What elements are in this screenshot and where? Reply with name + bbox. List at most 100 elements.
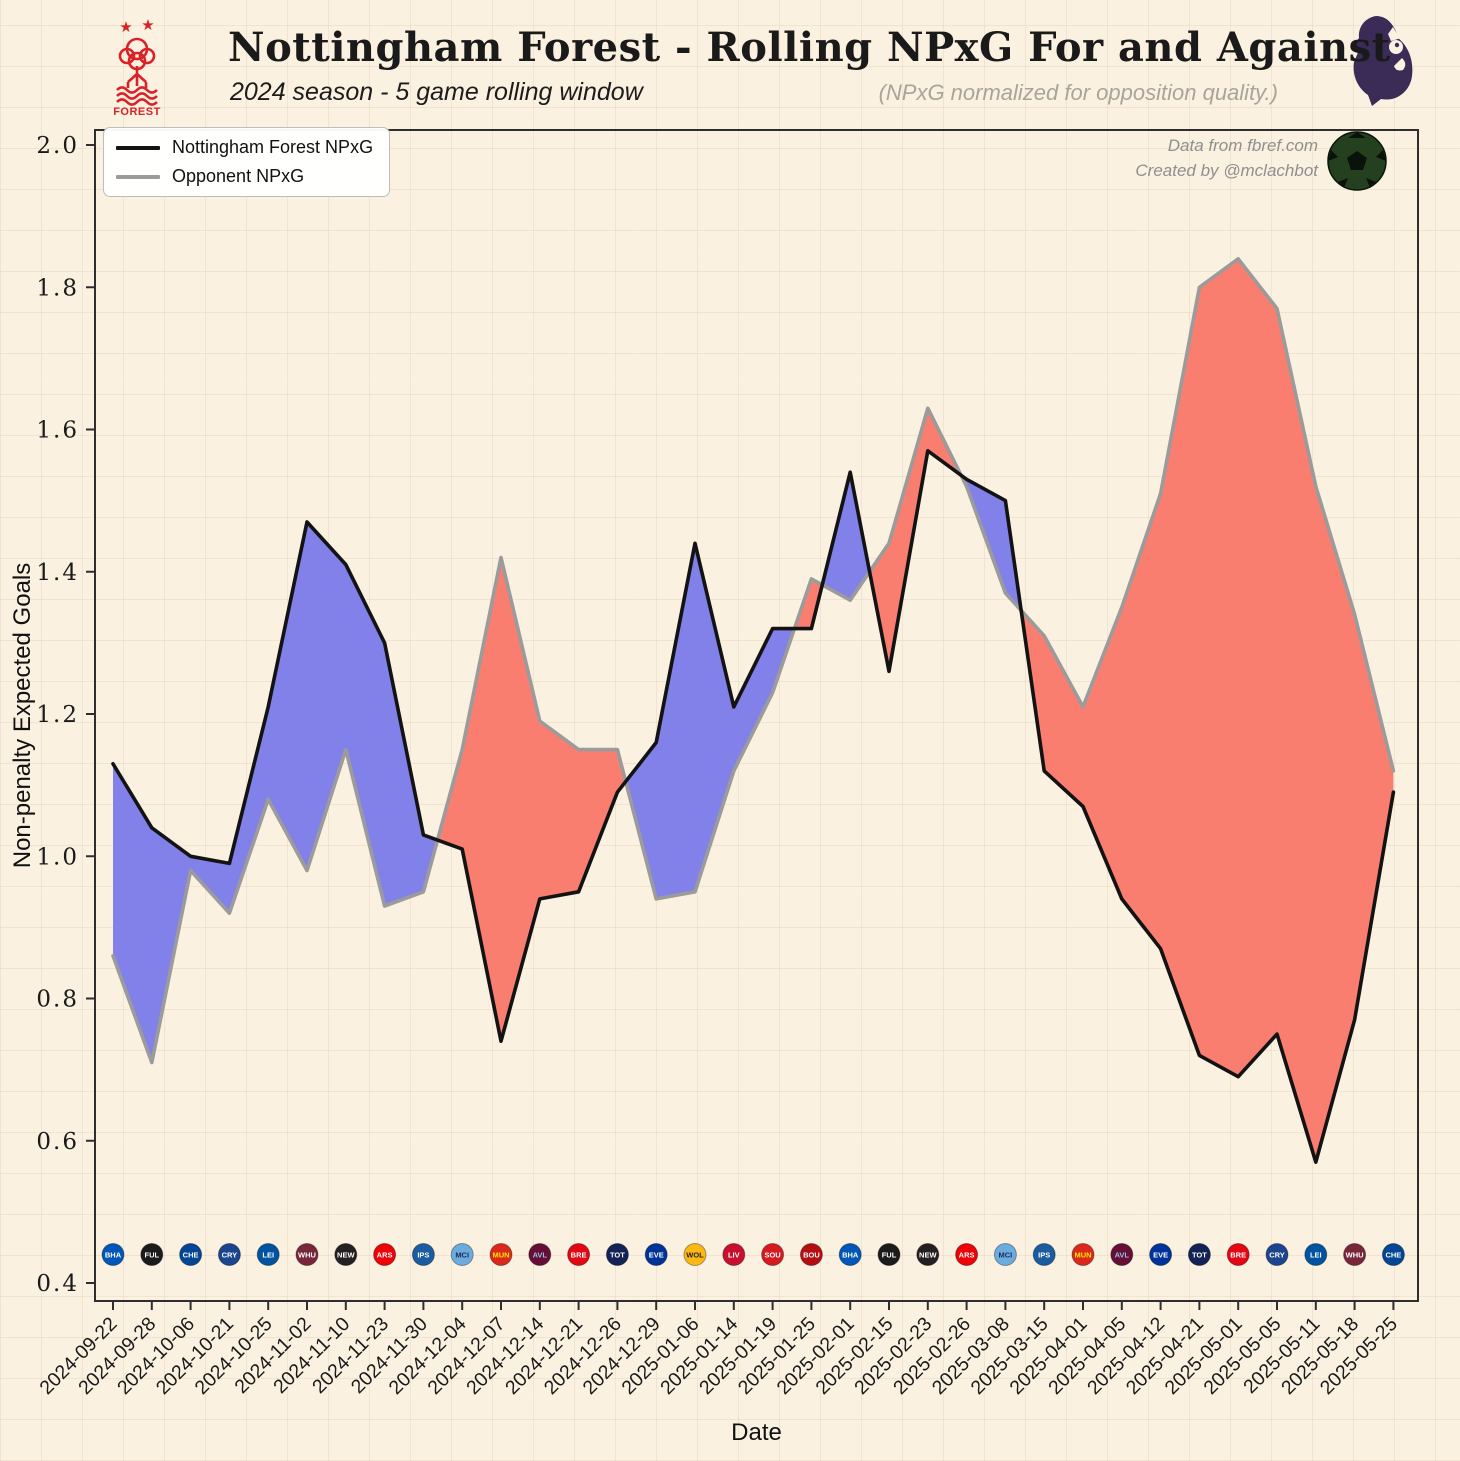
opponent-logo-ful: FUL bbox=[140, 1243, 164, 1267]
page-subtitle: 2024 season - 5 game rolling window bbox=[230, 78, 643, 106]
legend-item-0: Nottingham Forest NPxG bbox=[116, 137, 373, 158]
svg-text:FUL: FUL bbox=[145, 1251, 160, 1260]
opponent-logo-liv: LIV bbox=[722, 1243, 746, 1267]
svg-text:AVL: AVL bbox=[533, 1251, 548, 1260]
opponent-logo-tot: TOT bbox=[605, 1243, 629, 1267]
area-opponent-above bbox=[869, 408, 962, 672]
svg-text:BRE: BRE bbox=[571, 1251, 587, 1260]
crest-wordmark: FOREST bbox=[113, 106, 161, 118]
svg-text:SOU: SOU bbox=[764, 1251, 780, 1260]
opponent-logo-bha: BHA bbox=[101, 1243, 125, 1267]
y-tick-label: 2.0 bbox=[36, 133, 79, 159]
opponent-logo-eve: EVE bbox=[1149, 1243, 1173, 1267]
y-tick-label: 0.8 bbox=[36, 987, 79, 1013]
opponent-logo-bre: BRE bbox=[1226, 1243, 1250, 1267]
opponent-logo-bha: BHA bbox=[838, 1243, 862, 1267]
opponent-logo-cry: CRY bbox=[1265, 1243, 1289, 1267]
y-tick-label: 1.2 bbox=[36, 702, 79, 728]
svg-text:CRY: CRY bbox=[1269, 1251, 1285, 1260]
forest-npxg-line bbox=[111, 448, 1396, 1164]
opponent-logo-ips: IPS bbox=[411, 1243, 435, 1267]
area-opponent-above bbox=[794, 578, 823, 629]
svg-text:NEW: NEW bbox=[337, 1251, 355, 1260]
opponent-logo-eve: EVE bbox=[644, 1243, 668, 1267]
area-opponent-above bbox=[437, 557, 626, 1042]
svg-text:BHA: BHA bbox=[105, 1251, 122, 1260]
attribution-line-2: Created by @mclachbot bbox=[1135, 161, 1318, 180]
premier-league-lion-icon bbox=[1353, 16, 1413, 106]
legend-label: Opponent NPxG bbox=[172, 166, 305, 186]
svg-text:NEW: NEW bbox=[919, 1251, 937, 1260]
opponent-logo-che: CHE bbox=[179, 1243, 203, 1267]
svg-text:WOL: WOL bbox=[686, 1251, 704, 1260]
svg-text:MUN: MUN bbox=[1074, 1251, 1091, 1260]
opponent-logo-sou: SOU bbox=[761, 1243, 785, 1267]
svg-text:MCI: MCI bbox=[455, 1251, 469, 1260]
opponent-logo-whu: WHU bbox=[1343, 1243, 1367, 1267]
y-tick-label: 1.4 bbox=[36, 560, 79, 586]
opponent-logo-che: CHE bbox=[1381, 1243, 1405, 1267]
x-axis-label: Date bbox=[731, 1419, 782, 1446]
y-tick-label: 1.0 bbox=[36, 844, 79, 870]
crest-star-icon: ★ bbox=[119, 19, 132, 36]
page-title: Nottingham Forest - Rolling NPxG For and… bbox=[228, 24, 1391, 71]
normalization-note: (NPxG normalized for opposition quality.… bbox=[878, 80, 1278, 105]
opponent-logo-new: NEW bbox=[334, 1243, 358, 1267]
area-forest-above bbox=[625, 543, 795, 899]
legend-line-sample bbox=[116, 174, 160, 179]
nottingham-forest-crest: ★ ★ FOREST bbox=[113, 17, 161, 118]
legend-item-1: Opponent NPxG bbox=[116, 166, 373, 187]
opponent-logo-mun: MUN bbox=[1071, 1243, 1095, 1267]
opponent-logo-ars: ARS bbox=[373, 1243, 397, 1267]
opponent-logo-avl: AVL bbox=[1110, 1243, 1134, 1267]
opponent-logo-ars: ARS bbox=[955, 1243, 979, 1267]
svg-text:IPS: IPS bbox=[417, 1251, 429, 1260]
opponent-logo-lei: LEI bbox=[256, 1243, 280, 1267]
area-forest-above bbox=[822, 472, 870, 601]
crest-tree-icon bbox=[116, 37, 158, 106]
svg-text:TOT: TOT bbox=[610, 1251, 625, 1260]
crest-star-icon: ★ bbox=[141, 17, 154, 34]
opponent-logo-ful: FUL bbox=[877, 1243, 901, 1267]
svg-text:LIV: LIV bbox=[728, 1251, 740, 1260]
svg-text:CHE: CHE bbox=[183, 1251, 199, 1260]
opponent-logo-mci: MCI bbox=[450, 1243, 474, 1267]
svg-text:EVE: EVE bbox=[1153, 1251, 1168, 1260]
opponent-logo-whu: WHU bbox=[295, 1243, 319, 1267]
svg-text:BHA: BHA bbox=[842, 1251, 859, 1260]
legend-line-sample bbox=[116, 145, 160, 150]
opponent-logo-cry: CRY bbox=[217, 1243, 241, 1267]
svg-text:ARS: ARS bbox=[959, 1251, 975, 1260]
svg-text:LEI: LEI bbox=[262, 1251, 274, 1260]
opponent-logo-bou: BOU bbox=[799, 1243, 823, 1267]
svg-text:LEI: LEI bbox=[1310, 1251, 1322, 1260]
opponent-logo-mun: MUN bbox=[489, 1243, 513, 1267]
opponent-npxg-line bbox=[111, 256, 1396, 1065]
svg-text:IPS: IPS bbox=[1038, 1251, 1050, 1260]
svg-text:WHU: WHU bbox=[298, 1251, 316, 1260]
svg-text:ARS: ARS bbox=[377, 1251, 393, 1260]
soccer-ball-icon bbox=[1327, 131, 1387, 191]
svg-text:CHE: CHE bbox=[1385, 1251, 1401, 1260]
svg-text:BOU: BOU bbox=[803, 1251, 820, 1260]
attribution: Data from fbref.com Created by @mclachbo… bbox=[1135, 133, 1318, 183]
y-tick-label: 0.4 bbox=[36, 1271, 79, 1297]
svg-text:EVE: EVE bbox=[649, 1251, 664, 1260]
opponent-logo-mci: MCI bbox=[993, 1243, 1017, 1267]
svg-text:MCI: MCI bbox=[999, 1251, 1013, 1260]
svg-text:MUN: MUN bbox=[492, 1251, 509, 1260]
svg-text:FUL: FUL bbox=[882, 1251, 897, 1260]
opponent-logo-bre: BRE bbox=[567, 1243, 591, 1267]
y-tick-label: 1.6 bbox=[36, 418, 79, 444]
y-axis-label: Non-penalty Expected Goals bbox=[9, 563, 36, 869]
opponent-logo-new: NEW bbox=[916, 1243, 940, 1267]
area-opponent-above bbox=[1021, 258, 1394, 1163]
attribution-line-1: Data from fbref.com bbox=[1167, 136, 1318, 155]
svg-text:TOT: TOT bbox=[1192, 1251, 1207, 1260]
plot-border bbox=[94, 129, 1419, 1302]
opponent-logo-avl: AVL bbox=[528, 1243, 552, 1267]
y-tick-label: 1.8 bbox=[36, 275, 79, 301]
area-forest-above bbox=[113, 522, 438, 1063]
svg-text:CRY: CRY bbox=[222, 1251, 238, 1260]
